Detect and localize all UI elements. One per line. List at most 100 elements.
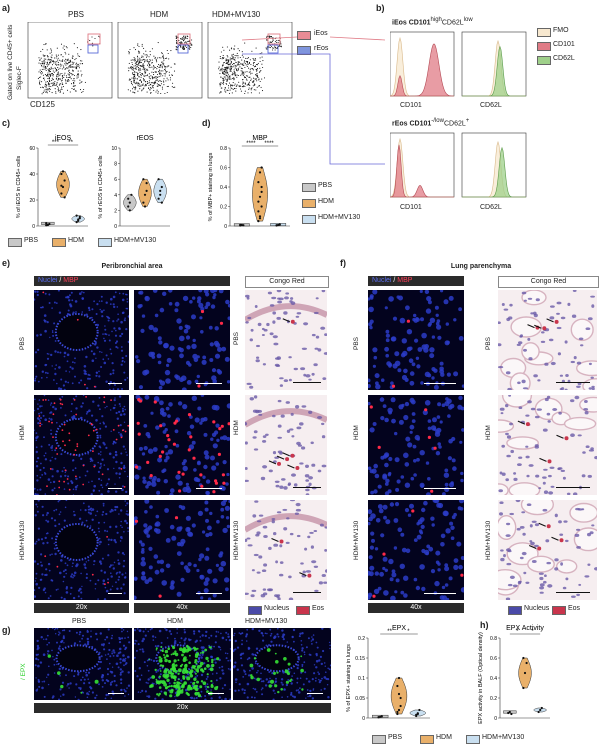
nucleus-dot [109, 348, 112, 351]
scatter-event [137, 63, 140, 65]
scatter-event [232, 53, 235, 55]
scatter-event [229, 75, 231, 77]
e-row-hdm: HDM [19, 425, 26, 440]
nucleus-dot [215, 679, 218, 682]
nucleus-dot [228, 500, 230, 503]
nucleus-dot [39, 488, 42, 491]
scatter-event [54, 80, 56, 83]
nucleus-stain [523, 299, 527, 302]
nucleus-dot [193, 468, 197, 472]
nucleus-stain [540, 340, 546, 343]
mbp-eosinophil [85, 396, 87, 398]
nucleus-dot [148, 565, 153, 570]
data-point [278, 223, 281, 226]
nucleus-dot [134, 474, 140, 480]
nucleus-dot [77, 673, 80, 676]
scatter-event [225, 74, 227, 76]
nucleus-dot [98, 543, 101, 546]
scatter-event [226, 66, 228, 68]
nucleus-dot [125, 490, 128, 494]
scatter-event [162, 75, 164, 77]
nucleus-dot [391, 572, 397, 578]
nucleus-dot [380, 455, 385, 460]
e-legend-eos-swatch [296, 606, 310, 615]
nucleus-dot [58, 698, 60, 700]
scatter-event [221, 71, 224, 73]
legend-c-mv130: HDM+MV130 [114, 237, 157, 244]
e-legend-nucleus-swatch [248, 606, 262, 615]
nucleus-stain [290, 412, 294, 416]
nucleus-dot [405, 305, 410, 311]
nucleus-dot [102, 333, 104, 335]
scatter-event [49, 62, 51, 64]
arrow-marker [527, 324, 535, 329]
nucleus-stain [565, 374, 569, 377]
nucleus-dot [105, 354, 108, 357]
e-hdm-congo-image [245, 395, 327, 495]
nucleus-dot [438, 445, 442, 449]
nucleus-dot [44, 493, 47, 495]
nucleus-dot [144, 296, 149, 300]
nucleus-dot [57, 387, 61, 390]
nucleus-dot [229, 698, 231, 700]
nucleus-stain [252, 514, 257, 518]
scatter-event [280, 43, 282, 45]
nucleus-dot [107, 543, 110, 546]
nucleus-dot [61, 668, 64, 670]
nucleus-dot [104, 586, 107, 589]
mbp-eosinophil [68, 488, 71, 491]
y-axis-label: % of MBP+ staining in lungs [208, 152, 214, 221]
nucleus-dot [458, 395, 463, 401]
scatter-event [48, 71, 51, 73]
nucleus-stain [263, 328, 268, 332]
nucleus-stain [562, 586, 567, 590]
nucleus-dot [405, 436, 411, 442]
scatter-event [142, 65, 144, 68]
scatter-plot-1 [117, 22, 203, 99]
scatter-event [160, 66, 162, 68]
ieos-gate [177, 33, 191, 45]
nucleus-dot [205, 533, 210, 538]
nucleus-dot [34, 351, 38, 354]
a-yaxis-gate: Gated on live CD45+ cells [7, 24, 14, 100]
nucleus-stain [517, 581, 522, 585]
nucleus-dot [118, 647, 122, 651]
nucleus-dot [115, 411, 118, 415]
scatter-event [250, 68, 252, 70]
nucleus-stain [296, 534, 301, 538]
nucleus-dot [35, 432, 38, 434]
mbp-eosinophil [82, 483, 85, 486]
nucleus-stain [252, 436, 257, 439]
nucleus-dot [37, 403, 39, 405]
nucleus-stain [266, 322, 270, 327]
nucleus-dot [37, 527, 40, 530]
nucleus-dot [448, 438, 453, 444]
nucleus-dot [417, 519, 423, 525]
scatter-event [143, 53, 145, 55]
scatter-event [61, 79, 63, 81]
mbp-eosinophil [173, 421, 177, 425]
nucleus-dot [192, 630, 196, 633]
nucleus-dot [49, 459, 52, 462]
scatter-event [55, 57, 57, 59]
nucleus-dot [124, 572, 127, 574]
nucleus-dot [394, 351, 400, 357]
scatter-event [157, 80, 159, 82]
scatter-event [142, 68, 144, 70]
nucleus-dot [91, 414, 94, 417]
f-row-pbs: PBS [353, 336, 360, 350]
nucleus-dot [86, 630, 89, 633]
nucleus-dot [234, 661, 237, 664]
nucleus-dot [369, 295, 374, 300]
mbp-eosinophil [377, 445, 381, 449]
nucleus-stain [255, 409, 260, 414]
data-point [416, 712, 419, 715]
nucleus-dot [200, 596, 204, 600]
epx-signal [300, 655, 303, 658]
nucleus-dot [226, 403, 230, 409]
nucleus-dot [174, 429, 179, 434]
nucleus-dot [63, 351, 67, 355]
scatter-event [134, 59, 136, 61]
g-hdm-image [134, 628, 231, 700]
scatter-event [159, 70, 161, 72]
